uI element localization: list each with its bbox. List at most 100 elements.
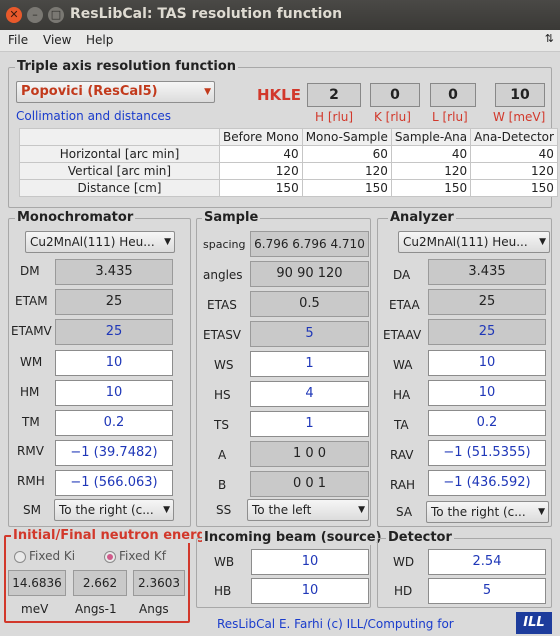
chevron-down-icon: ▼	[358, 505, 365, 515]
rmh-input[interactable]: −1 (566.063)	[55, 470, 173, 496]
table-cell[interactable]: 40	[390, 145, 472, 163]
k-unit-label: K [rlu]	[374, 110, 411, 124]
ha-input[interactable]: 10	[428, 380, 546, 406]
dm-field: 3.435	[55, 259, 173, 285]
sa-select[interactable]: To the right (c... ▼	[426, 501, 549, 523]
h-input[interactable]: 2	[307, 83, 361, 107]
close-icon: ✕	[9, 8, 19, 21]
sm-select[interactable]: To the right (c... ▼	[54, 499, 174, 521]
column-header: Sample-Ana	[390, 128, 472, 146]
hs-label: HS	[214, 388, 231, 402]
menu-bar: File View Help ⇅	[0, 30, 560, 52]
wb-input[interactable]: 10	[251, 549, 369, 575]
minimize-window-button[interactable]: –	[27, 7, 43, 23]
energy-title: Initial/Final neutron energy	[11, 528, 217, 543]
l-unit-label: L [rlu]	[432, 110, 468, 124]
fixed-kf-label: Fixed Kf	[119, 549, 167, 563]
wavevector-unit: Angs-1	[75, 602, 117, 616]
title-bar: ✕ – □ ResLibCal: TAS resolution function	[0, 0, 560, 30]
table-cell[interactable]: 150	[390, 179, 472, 197]
ts-label: TS	[214, 418, 229, 432]
table-cell[interactable]: 60	[301, 145, 392, 163]
ta-label: TA	[394, 418, 409, 432]
sample-group	[196, 218, 371, 527]
table-cell[interactable]: 120	[219, 162, 303, 180]
table-cell[interactable]: 120	[390, 162, 472, 180]
table-cell[interactable]: 40	[470, 145, 558, 163]
h-unit-label: H [rlu]	[315, 110, 354, 124]
menu-view[interactable]: View	[43, 33, 72, 47]
table-cell[interactable]: 150	[301, 179, 392, 197]
chevron-down-icon: ▼	[204, 87, 211, 97]
ta-input[interactable]: 0.2	[428, 410, 546, 436]
wavevector-field: 2.662	[73, 570, 127, 596]
wavelength-field: 2.3603	[133, 570, 185, 596]
rah-input[interactable]: −1 (436.592)	[428, 470, 546, 496]
column-header: Before Mono	[219, 128, 303, 146]
ill-logo: ILL	[516, 612, 552, 634]
hs-input[interactable]: 4	[250, 381, 369, 407]
analyzer-title: Analyzer	[388, 210, 456, 225]
collimation-link[interactable]: Collimation and distances	[16, 109, 172, 123]
wb-label: WB	[214, 555, 235, 569]
fixed-kf-radio[interactable]	[104, 551, 116, 563]
menu-file[interactable]: File	[8, 33, 29, 47]
window-title: ResLibCal: TAS resolution function	[70, 6, 343, 22]
hm-input[interactable]: 10	[55, 380, 173, 406]
method-select[interactable]: Popovici (ResCal5) ▼	[16, 81, 215, 103]
menu-help[interactable]: Help	[86, 33, 114, 47]
tm-label: TM	[22, 415, 40, 429]
fixed-ki-radio[interactable]	[14, 551, 26, 563]
hb-input[interactable]: 10	[251, 578, 369, 604]
chevron-down-icon: ▼	[164, 237, 171, 247]
da-label: DA	[393, 268, 411, 282]
sa-value: To the right (c...	[431, 505, 526, 519]
table-cell[interactable]: 120	[470, 162, 558, 180]
table-row: Horizontal [arc min] 40 60 40 40	[19, 145, 558, 163]
rmv-label: RMV	[17, 444, 44, 458]
rmv-input[interactable]: −1 (39.7482)	[55, 440, 173, 466]
hkle-label: HKLE	[257, 86, 301, 104]
column-header: Mono-Sample	[301, 128, 392, 146]
etas-field: 0.5	[250, 291, 369, 317]
wa-input[interactable]: 10	[428, 350, 546, 376]
wd-input[interactable]: 2.54	[428, 549, 546, 575]
menu-overflow-icon[interactable]: ⇅	[544, 32, 554, 45]
energy-field: 14.6836	[8, 570, 66, 596]
table-cell[interactable]: 120	[301, 162, 392, 180]
column-header: Ana-Detector	[470, 128, 558, 146]
angles-label: angles	[203, 268, 243, 282]
table-cell[interactable]: 150	[219, 179, 303, 197]
rav-label: RAV	[390, 448, 414, 462]
dm-label: DM	[20, 264, 40, 278]
spacing-label: spacing	[203, 238, 246, 251]
angles-field: 90 90 120	[250, 261, 369, 287]
hm-label: HM	[20, 385, 40, 399]
spacing-field: 6.796 6.796 4.710	[250, 231, 369, 257]
table-cell[interactable]: 150	[470, 179, 558, 197]
hd-input[interactable]: 5	[428, 578, 546, 604]
a-vector-field: 1 0 0	[250, 441, 369, 467]
ws-input[interactable]: 1	[250, 351, 369, 377]
etas-label: ETAS	[207, 298, 237, 312]
close-window-button[interactable]: ✕	[6, 7, 22, 23]
beam-title: Incoming beam (source)	[202, 530, 384, 545]
tm-input[interactable]: 0.2	[55, 410, 173, 436]
row-header: Distance [cm]	[19, 179, 220, 197]
wavelength-unit: Angs	[139, 602, 169, 616]
ss-select[interactable]: To the left ▼	[247, 499, 369, 521]
credit-link[interactable]: ResLibCal E. Farhi (c) ILL/Computing for	[217, 617, 454, 631]
wd-label: WD	[393, 555, 415, 569]
ana-crystal-select[interactable]: Cu2MnAl(111) Heu... ▼	[398, 231, 550, 253]
table-cell[interactable]: 40	[219, 145, 303, 163]
wm-input[interactable]: 10	[55, 350, 173, 376]
k-input[interactable]: 0	[370, 83, 420, 107]
w-input[interactable]: 10	[495, 83, 545, 107]
a-label: A	[218, 448, 227, 462]
rav-input[interactable]: −1 (51.5355)	[428, 440, 546, 466]
maximize-window-button[interactable]: □	[48, 7, 64, 23]
rah-label: RAH	[390, 478, 416, 492]
mono-crystal-select[interactable]: Cu2MnAl(111) Heu... ▼	[25, 231, 175, 253]
l-input[interactable]: 0	[430, 83, 476, 107]
ts-input[interactable]: 1	[250, 411, 369, 437]
